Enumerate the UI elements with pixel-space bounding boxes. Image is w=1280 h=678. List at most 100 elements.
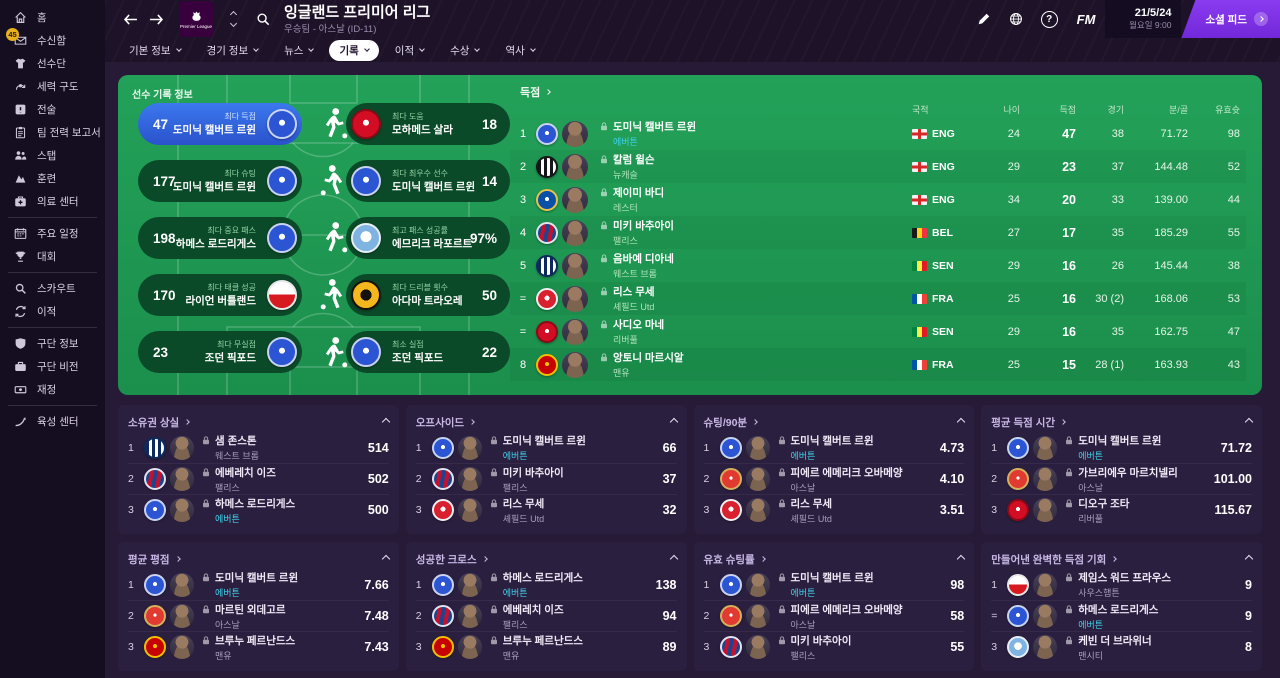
- sidebar-item[interactable]: 홈: [0, 6, 105, 29]
- stat-row[interactable]: 2 가브리에우 마르치넬리 아스날 101.00: [991, 463, 1252, 494]
- collapse-chevron-icon[interactable]: [957, 417, 966, 427]
- stat-row[interactable]: 2 마르틴 외데고르 아스날 7.48: [128, 600, 389, 631]
- stat-row[interactable]: 1 도미닉 캘버트 르윈 에버튼 7.66: [128, 569, 389, 600]
- sidebar-item[interactable]: 의료 센터: [0, 190, 105, 218]
- collapse-chevron-icon[interactable]: [669, 554, 678, 564]
- stat-row[interactable]: 1 도미닉 캘버트 르윈 에버튼 71.72: [991, 432, 1252, 463]
- scorer-row[interactable]: 8 앙토니 마르시알 맨유 FRA: [510, 348, 1246, 381]
- stat-row[interactable]: 2 에베레치 이즈 팰리스 94: [415, 600, 677, 631]
- stat-row[interactable]: 3 하메스 로드리게스 에버튼 500: [128, 494, 389, 525]
- stat-row[interactable]: 3 브루누 페르난드스 맨유 7.43: [128, 631, 389, 662]
- record-value: 14: [481, 173, 497, 189]
- sidebar-item[interactable]: 대회: [0, 245, 105, 273]
- stat-row[interactable]: 2 피에르 에메리크 오바메양 아스날 4.10: [703, 463, 965, 494]
- sidebar-item[interactable]: 팀 전력 보고서: [0, 121, 105, 144]
- record-bubble[interactable]: 198 최다 중요 패스 하메스 로드리게스: [138, 217, 302, 259]
- stat-row[interactable]: 3 브루누 페르난드스 맨유 89: [415, 631, 677, 662]
- record-bubble[interactable]: 177 최다 슈팅 도미닉 캘버트 르윈: [138, 160, 302, 202]
- record-bubble[interactable]: 23 최다 무실점 조던 픽포드: [138, 331, 302, 373]
- collapse-chevron-icon[interactable]: [381, 554, 390, 564]
- collapse-chevron-icon[interactable]: [381, 417, 390, 427]
- back-button[interactable]: [117, 6, 143, 32]
- tab[interactable]: 경기 정보: [197, 40, 269, 61]
- sidebar-item[interactable]: 육성 센터: [0, 410, 105, 433]
- sidebar-item[interactable]: 스탭: [0, 144, 105, 167]
- stat-row[interactable]: 3 디오구 조타 리버풀 115.67: [991, 494, 1252, 525]
- stat-row[interactable]: 3 리스 무세 셰필드 Utd 3.51: [703, 494, 965, 525]
- record-bubble[interactable]: 최다 도움 모하메드 살라 18: [346, 103, 510, 145]
- record-bubble[interactable]: 47 최다 득점 도미닉 캘버트 르윈: [138, 103, 302, 145]
- record-value: 198: [153, 230, 176, 246]
- scorer-row[interactable]: 3 제이미 바디 레스터 ENG: [510, 183, 1246, 216]
- sidebar-item[interactable]: 선수단: [0, 52, 105, 75]
- sidebar-item[interactable]: 구단 비전: [0, 355, 105, 378]
- scorer-row[interactable]: 1 도미닉 캘버트 르윈 에버튼 ENG: [510, 117, 1246, 150]
- collapse-chevron-icon[interactable]: [1244, 417, 1254, 427]
- language-globe-button[interactable]: [1009, 12, 1023, 26]
- search-button[interactable]: [256, 12, 270, 26]
- stat-row[interactable]: 1 도미닉 캘버트 르윈 에버튼 98: [704, 569, 965, 600]
- record-bubble[interactable]: 최고 패스 성공률 에므리크 라포르트 97%: [346, 217, 510, 259]
- record-bubble[interactable]: 최다 최우수 선수 도미닉 캘버트 르윈 14: [346, 160, 510, 202]
- stat-row[interactable]: 2 미키 바추아이 팰리스 37: [415, 463, 677, 494]
- stat-row[interactable]: 1 제임스 워드 프라우스 사우스햄튼 9: [991, 569, 1252, 600]
- stat-panel-title[interactable]: 평균 득점 시간: [991, 415, 1066, 430]
- stat-row[interactable]: 2 에베레치 이즈 팰리스 502: [128, 463, 389, 494]
- stat-row[interactable]: 3 미키 바추아이 팰리스 55: [703, 631, 965, 662]
- edit-pencil-button[interactable]: [977, 12, 991, 26]
- tab[interactable]: 기록: [329, 39, 379, 61]
- game-date[interactable]: 21/5/24 월요일 9:00: [1105, 0, 1182, 38]
- sidebar-item[interactable]: 재정: [0, 378, 105, 406]
- tab[interactable]: 이적: [385, 40, 434, 61]
- collapse-chevron-icon[interactable]: [669, 417, 678, 427]
- scorer-row[interactable]: 2 칼럼 윌슨 뉴캐슬 ENG: [510, 150, 1246, 183]
- collapse-chevron-icon[interactable]: [957, 554, 966, 564]
- stat-row[interactable]: 1 하메스 로드리게스 에버튼 138: [416, 569, 677, 600]
- sidebar-item[interactable]: 45 수신함: [0, 27, 105, 52]
- stat-row[interactable]: 3 케빈 더 브라위너 맨시티 8: [991, 631, 1252, 662]
- rank: 2: [703, 610, 710, 622]
- stat-panel-title[interactable]: 유효 슈팅률: [704, 552, 766, 567]
- stat-panel-title[interactable]: 만들어낸 완벽한 득점 기회: [991, 552, 1118, 567]
- help-button[interactable]: ?: [1040, 10, 1058, 28]
- player-name: 칼럼 윌슨: [600, 152, 910, 167]
- sidebar-item[interactable]: 스카우트: [0, 277, 105, 300]
- chevron-down-icon: [529, 46, 536, 52]
- padlock-icon: [600, 254, 608, 263]
- record-bubble[interactable]: 170 최다 태클 성공 라이언 버틀랜드: [138, 274, 302, 316]
- page-switcher[interactable]: [229, 10, 238, 28]
- sidebar-item[interactable]: 전술: [0, 98, 105, 121]
- stat-row[interactable]: 1 도미닉 캘버트 르윈 에버튼 66: [416, 432, 677, 463]
- sidebar-item[interactable]: 훈련: [0, 167, 105, 190]
- tab[interactable]: 기본 정보: [119, 40, 191, 61]
- record-bubble[interactable]: 최소 실점 조던 픽포드 22: [346, 331, 510, 373]
- forward-button[interactable]: [143, 6, 169, 32]
- collapse-chevron-icon[interactable]: [1244, 554, 1254, 564]
- stat-row[interactable]: = 하메스 로드리게스 에버튼 9: [991, 600, 1252, 631]
- stat-panel-title[interactable]: 오프사이드: [416, 415, 475, 430]
- sidebar-item[interactable]: 세력 구도: [0, 75, 105, 98]
- stat-row[interactable]: 1 샘 존스톤 웨스트 브롬 514: [128, 432, 389, 463]
- stat-panel-title[interactable]: 슈팅/90분: [704, 415, 758, 430]
- stat-row[interactable]: 1 도미닉 캘버트 르윈 에버튼 4.73: [704, 432, 965, 463]
- scorer-row[interactable]: 4 미키 바추아이 팰리스 BEL: [510, 216, 1246, 249]
- social-feed-button[interactable]: 소셜 피드: [1181, 0, 1280, 38]
- stat-panel-title[interactable]: 성공한 크로스: [416, 552, 488, 567]
- padlock-icon: [1065, 499, 1073, 508]
- rank: 3: [519, 193, 527, 206]
- scorer-row[interactable]: = 리스 무세 셰필드 Utd FRA: [510, 282, 1246, 315]
- record-bubble[interactable]: 최다 드리블 횟수 아다마 트라오레 50: [346, 274, 510, 316]
- stat-row[interactable]: 2 피에르 에메리크 오바메양 아스날 58: [703, 600, 965, 631]
- sidebar-item[interactable]: 주요 일정: [0, 222, 105, 245]
- stat-panel-title[interactable]: 소유권 상실: [128, 415, 191, 430]
- sidebar-item[interactable]: 이적: [0, 300, 105, 328]
- stat-row[interactable]: 3 리스 무세 셰필드 Utd 32: [415, 494, 677, 525]
- sidebar-item[interactable]: 구단 정보: [0, 332, 105, 355]
- stat-panel-title[interactable]: 평균 평점: [128, 552, 181, 567]
- tab[interactable]: 뉴스: [274, 40, 323, 61]
- scorer-row[interactable]: = 사디오 마네 리버풀 SEN: [510, 315, 1246, 348]
- tab[interactable]: 역사: [495, 40, 544, 61]
- tab[interactable]: 수상: [440, 40, 489, 61]
- scorer-row[interactable]: 5 음바예 디아네 웨스트 브롬 SEN: [510, 249, 1246, 282]
- scorers-title[interactable]: 득점: [520, 84, 552, 100]
